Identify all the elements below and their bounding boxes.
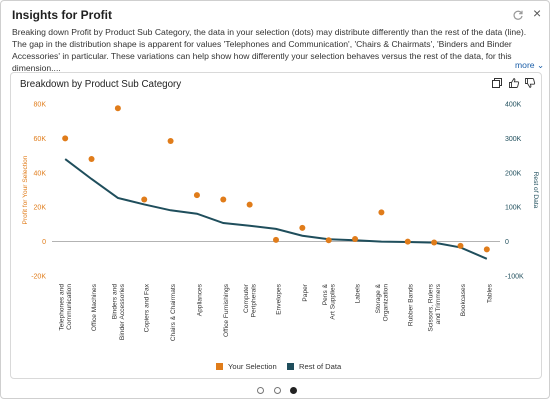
selection-point — [114, 105, 121, 112]
selection-point — [62, 135, 69, 142]
x-tick-label: Tables — [486, 283, 493, 303]
y2-tick-label: 300K — [505, 136, 522, 143]
x-tick-label-line: Telephones and — [59, 284, 66, 331]
x-tick-label-line: and Trimmers — [435, 283, 442, 324]
selection-point — [483, 246, 490, 253]
x-tick-label: Telephones andCommunication — [59, 284, 74, 331]
x-tick-label-line: Binders and — [111, 284, 118, 320]
x-tick-label: Rubber Bands — [407, 283, 414, 326]
x-tick-label: Bookcases — [460, 283, 467, 316]
y-tick-label: 0 — [42, 239, 46, 246]
selection-point — [273, 236, 279, 243]
x-tick-label: Envelopes — [276, 283, 283, 314]
y-axis-title: Profit for Your Selection — [22, 155, 29, 224]
chart-card — [10, 72, 542, 379]
selection-point — [378, 209, 385, 216]
x-tick-label: Labels — [355, 283, 362, 303]
selection-point — [299, 224, 306, 231]
selection-point — [431, 239, 438, 246]
thumbs-down-icon[interactable] — [524, 77, 536, 89]
y-tick-label: 60K — [34, 136, 47, 143]
selection-point — [88, 156, 95, 163]
close-icon[interactable]: × — [533, 5, 542, 21]
selection-point — [404, 238, 411, 245]
more-label: more — [515, 60, 535, 70]
x-tick-label-line: Binder Accessories — [119, 283, 126, 340]
x-tick-label: Office Machines — [91, 283, 98, 331]
x-tick-label: Chairs & Chairmats — [170, 283, 177, 341]
y-tick-label: -20K — [31, 274, 46, 281]
x-tick-label-line: Organization — [382, 284, 389, 322]
x-tick-label-line: Scissors, Rulers — [428, 283, 435, 331]
y2-axis-title: Rest of Data — [532, 172, 539, 209]
chart-title: Breakdown by Product Sub Category — [20, 79, 182, 90]
y2-tick-label: 0 — [505, 239, 509, 246]
legend-swatch-rest — [287, 363, 294, 370]
y-tick-label: 20K — [34, 205, 47, 212]
more-link[interactable]: more ⌄ — [515, 60, 544, 71]
selection-point — [352, 236, 359, 243]
page-dot-1[interactable] — [257, 387, 264, 394]
x-tick-label: Appliances — [196, 283, 203, 316]
x-tick-label: Scissors, Rulersand Trimmers — [428, 283, 443, 331]
selection-point — [246, 201, 253, 208]
expand-icon[interactable] — [491, 77, 503, 89]
legend-your-selection[interactable]: Your Selection — [216, 362, 277, 371]
x-tick-label: ComputerPeripherals — [243, 283, 258, 317]
x-tick-label-line: Art Supplies — [330, 283, 337, 319]
page-dot-3[interactable] — [290, 387, 297, 394]
selection-point — [325, 237, 332, 244]
y2-tick-label: 400K — [505, 102, 522, 109]
x-tick-label-line: Pens & — [322, 283, 329, 305]
legend-label-selection: Your Selection — [228, 362, 277, 371]
refresh-icon[interactable] — [512, 9, 524, 21]
x-tick-label-line: Communication — [66, 284, 73, 330]
chevron-down-icon: ⌄ — [536, 60, 545, 70]
x-tick-label: Binders andBinder Accessories — [111, 283, 126, 340]
y-tick-label: 40K — [34, 170, 47, 177]
y-tick-label: 80K — [34, 102, 47, 109]
selection-point — [193, 192, 200, 199]
x-tick-label-line: Computer — [243, 283, 250, 313]
x-tick-label: Copiers and Fax — [144, 283, 151, 332]
y2-tick-label: -100K — [505, 274, 524, 281]
selection-point — [167, 137, 174, 144]
x-tick-label: Paper — [302, 283, 309, 301]
y2-tick-label: 100K — [505, 205, 522, 212]
selection-point — [457, 242, 464, 249]
y2-tick-label: 200K — [505, 170, 522, 177]
selection-point — [220, 196, 227, 203]
legend-rest-of-data[interactable]: Rest of Data — [287, 362, 341, 371]
x-tick-label: Pens &Art Supplies — [322, 283, 337, 319]
insight-description: Breaking down Profit by Product Sub Cate… — [12, 27, 527, 73]
thumbs-up-icon[interactable] — [508, 77, 520, 89]
legend-swatch-selection — [216, 363, 223, 370]
selection-point — [141, 196, 148, 203]
panel-title: Insights for Profit — [12, 8, 112, 22]
legend-label-rest: Rest of Data — [299, 362, 342, 371]
x-tick-label: Storage &Organization — [375, 283, 390, 321]
x-tick-label-line: Storage & — [375, 283, 382, 313]
x-tick-label: Office Furnishings — [223, 283, 230, 337]
x-tick-label-line: Peripherals — [251, 283, 258, 317]
rest-of-data-line — [64, 158, 488, 260]
page-dot-2[interactable] — [274, 387, 281, 394]
